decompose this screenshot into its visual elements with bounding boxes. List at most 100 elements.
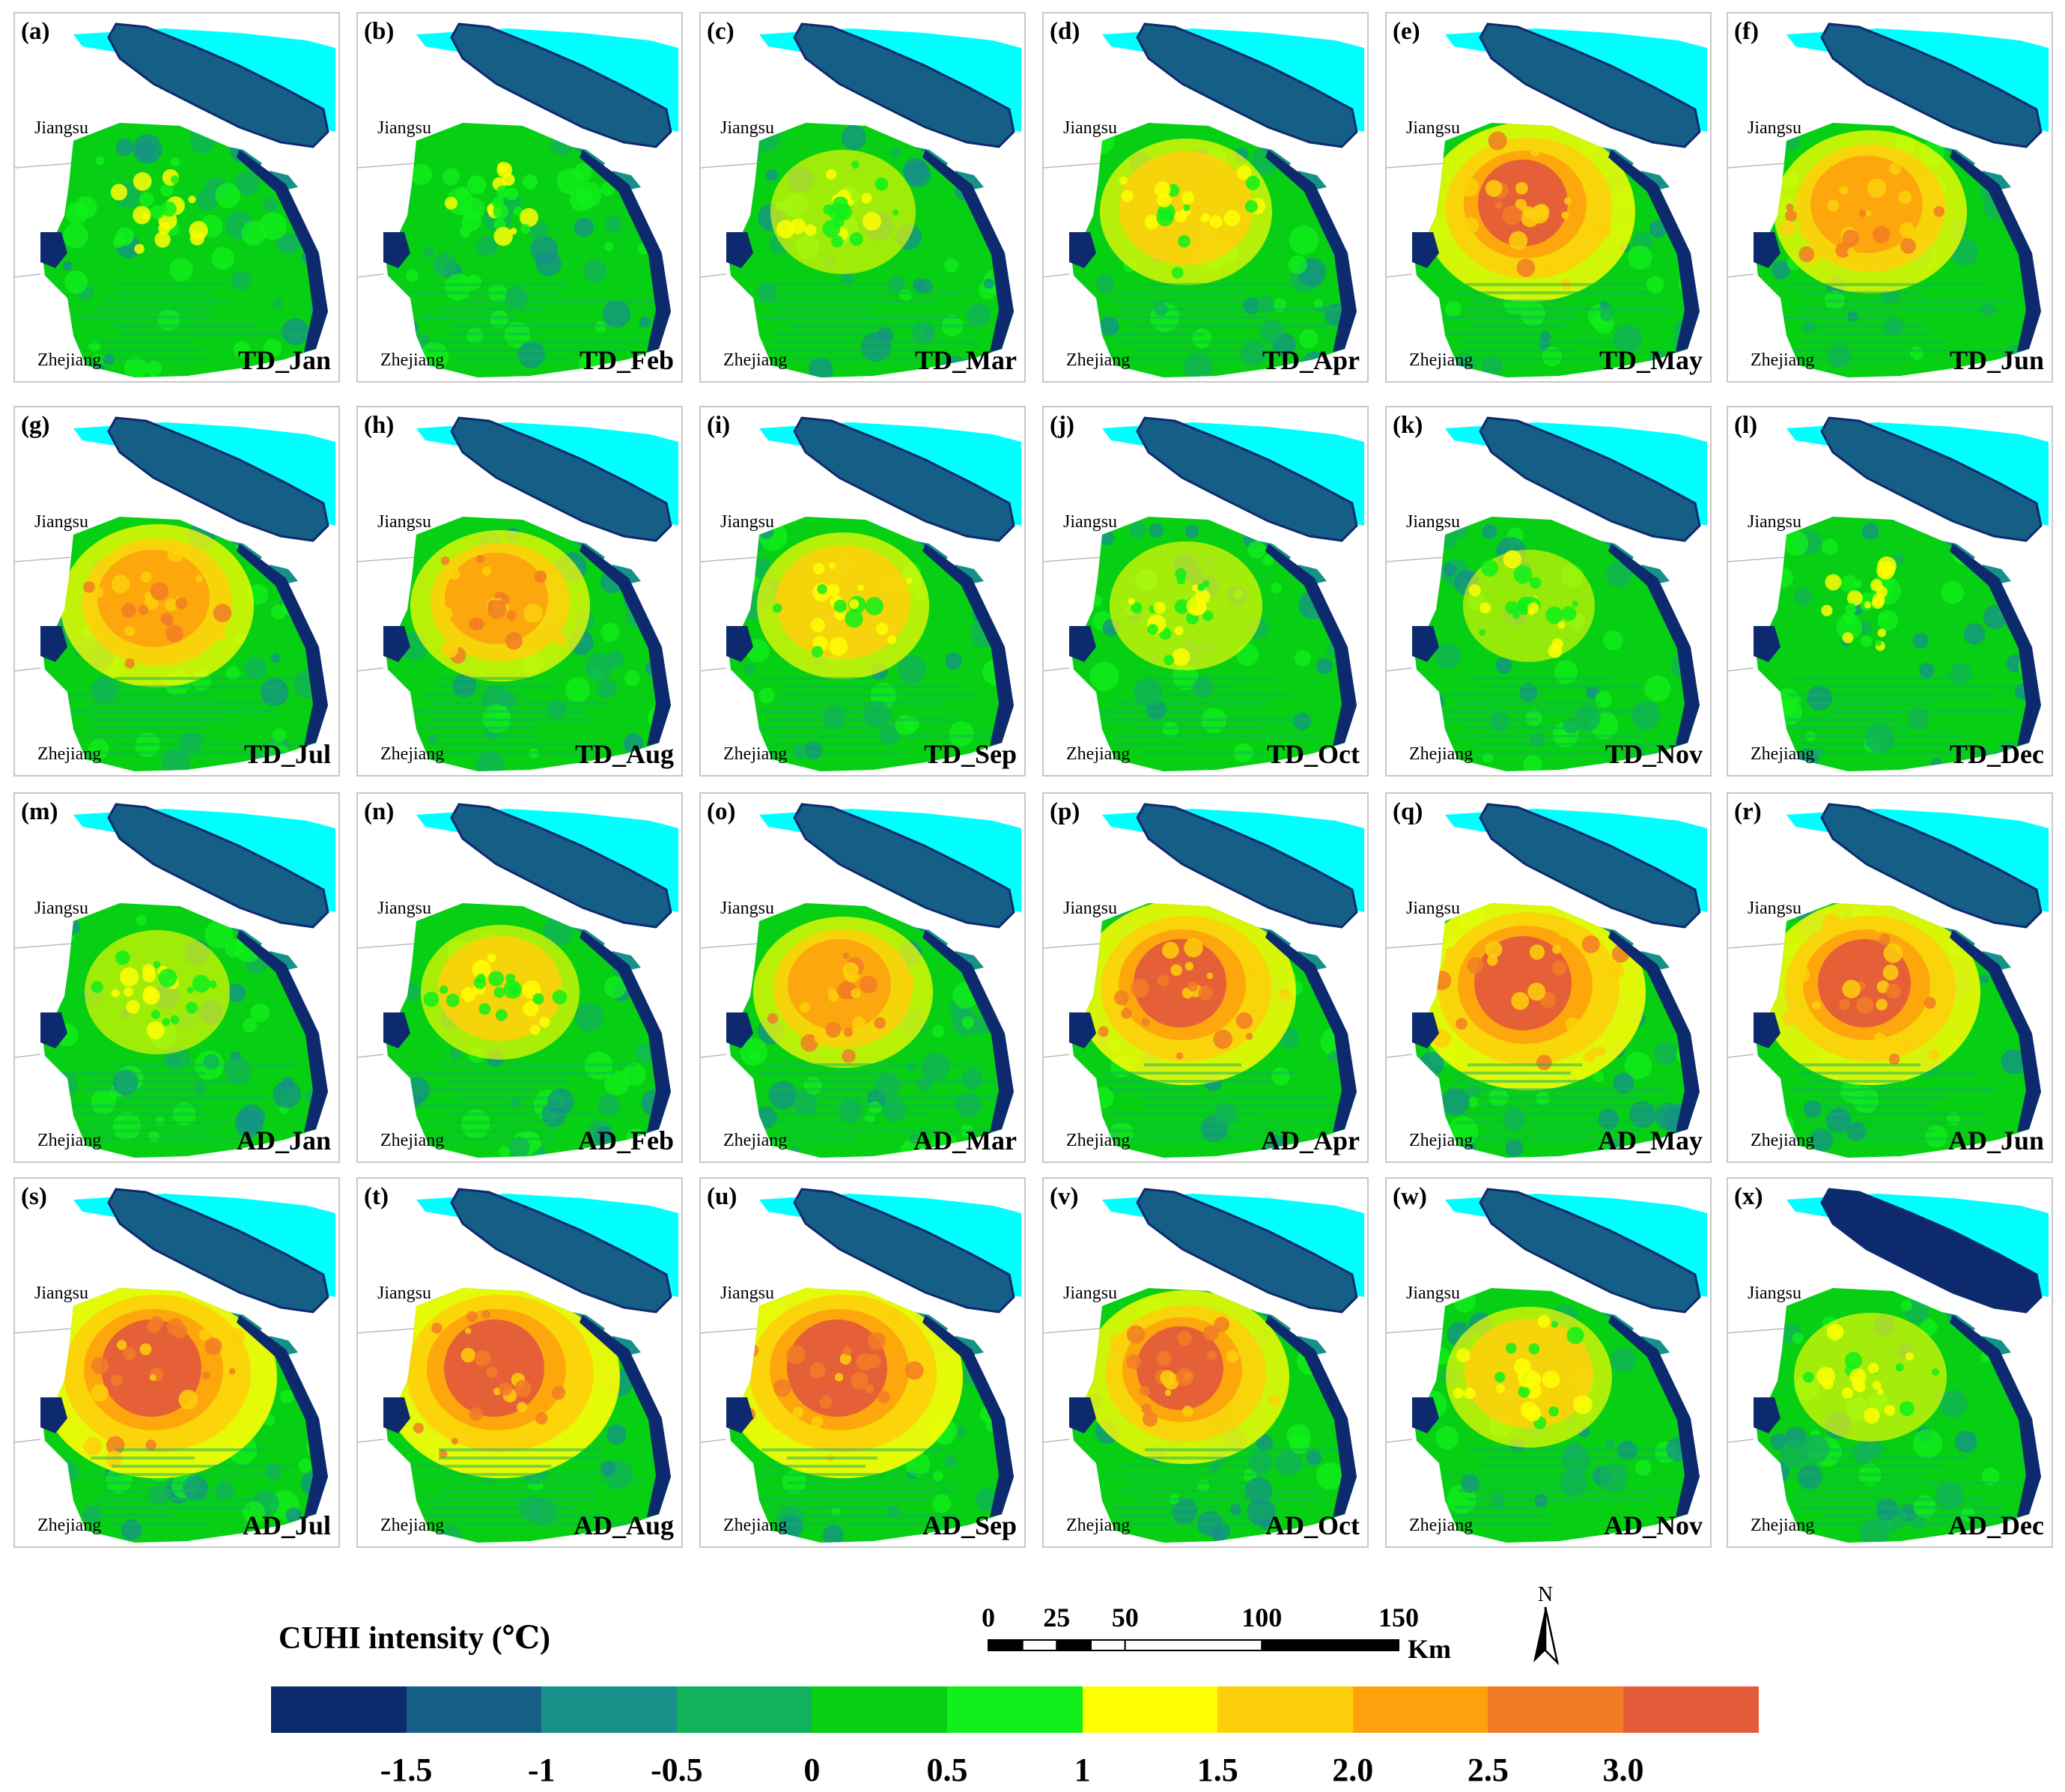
- region-label-jiangsu: Jiangsu: [34, 1284, 88, 1303]
- west-lake-area: [1412, 232, 1439, 268]
- region-label-zhejiang: Zhejiang: [37, 744, 102, 764]
- chongming-island: [450, 416, 672, 542]
- intensity-field: [406, 128, 671, 377]
- panel-map: [1044, 1188, 1364, 1543]
- scale-tick-label: 0: [982, 1603, 995, 1632]
- region-label-jiangsu: Jiangsu: [1748, 899, 1801, 918]
- intensity-field: [1423, 123, 1700, 377]
- coastline-strip: [580, 150, 671, 352]
- minor-island: [611, 1336, 641, 1355]
- panel-title: TD_Jul: [243, 739, 331, 769]
- panel-label: (g): [21, 412, 50, 439]
- chongming-island: [793, 416, 1015, 542]
- panel-title: TD_Nov: [1605, 739, 1703, 769]
- region-label-zhejiang: Zhejiang: [380, 744, 445, 764]
- legend-tick-label: 0.5: [926, 1752, 968, 1788]
- map-panel: (v) Jiangsu Zhejiang AD_Oct: [1042, 1177, 1369, 1548]
- west-lake-area: [1754, 232, 1780, 268]
- west-lake-area: [383, 1012, 410, 1048]
- coastline-strip: [1950, 930, 2041, 1132]
- panel-map: [1387, 1188, 1707, 1543]
- coastline-strip: [1608, 1315, 1700, 1517]
- intensity-field: [1083, 1290, 1348, 1543]
- chongming-island: [1479, 803, 1701, 929]
- west-lake-area: [1412, 1012, 1439, 1048]
- west-lake-area: [383, 232, 410, 268]
- panel-map: [15, 22, 335, 377]
- minor-island: [1981, 1336, 2011, 1355]
- intensity-field: [40, 1288, 328, 1540]
- panel-label: (o): [707, 798, 736, 825]
- legend-tick-label: -0.5: [650, 1752, 703, 1788]
- region-label-jiangsu: Jiangsu: [34, 512, 88, 532]
- region-label-zhejiang: Zhejiang: [380, 1131, 445, 1150]
- region-label-zhejiang: Zhejiang: [723, 350, 788, 370]
- region-label-jiangsu: Jiangsu: [377, 1284, 431, 1303]
- panel-map: [358, 803, 678, 1158]
- panel-title: TD_Sep: [923, 739, 1017, 769]
- chongming-island: [107, 416, 329, 542]
- region-label-jiangsu: Jiangsu: [377, 118, 431, 138]
- minor-island: [611, 565, 641, 584]
- map-panel: (o) Jiangsu Zhejiang AD_Mar: [699, 792, 1026, 1163]
- panel-title: AD_Aug: [573, 1510, 674, 1540]
- intensity-field: [1759, 1295, 2034, 1543]
- legend-swatch: [1217, 1686, 1353, 1733]
- region-label-jiangsu: Jiangsu: [1063, 899, 1117, 918]
- panel-map: [1044, 416, 1364, 771]
- legend-swatch: [1082, 1686, 1218, 1733]
- panel-label: (p): [1050, 798, 1080, 825]
- legend-title: CUHI intensity (℃): [279, 1621, 550, 1656]
- coastline-strip: [1265, 544, 1357, 746]
- panel-map: [1728, 1188, 2049, 1543]
- map-panel: (n) Jiangsu Zhejiang AD_Feb: [356, 792, 683, 1163]
- chongming-island: [1820, 1188, 2043, 1313]
- panel-title: TD_Mar: [915, 345, 1017, 375]
- minor-island: [611, 951, 641, 971]
- panel-title: AD_Feb: [578, 1126, 674, 1155]
- intensity-field: [1076, 903, 1357, 1158]
- intensity-field: [741, 124, 1012, 377]
- coastline-strip: [1265, 930, 1357, 1132]
- coastline-strip: [237, 544, 328, 746]
- intensity-field: [1412, 903, 1700, 1158]
- scale-segment: [988, 1639, 1024, 1651]
- region-label-zhejiang: Zhejiang: [380, 1516, 445, 1535]
- panel-title: AD_Jul: [242, 1510, 331, 1540]
- panel-map: [1387, 22, 1707, 377]
- intensity-field: [740, 909, 1014, 1158]
- minor-island: [1981, 171, 2011, 190]
- map-panel: (d) Jiangsu Zhejiang TD_Apr: [1042, 12, 1369, 383]
- scale-tick-label: 50: [1112, 1603, 1139, 1632]
- panel-label: (x): [1734, 1183, 1763, 1210]
- scale-tick-label: 100: [1241, 1603, 1282, 1632]
- panel-title: AD_May: [1598, 1126, 1703, 1155]
- region-label-jiangsu: Jiangsu: [1748, 1284, 1801, 1303]
- minor-island: [1981, 565, 2011, 584]
- panel-label: (i): [707, 412, 731, 439]
- legend-tick-label: 0: [803, 1752, 821, 1788]
- map-panel: (t) Jiangsu Zhejiang AD_Aug: [356, 1177, 683, 1548]
- coastline-strip: [1950, 544, 2041, 746]
- panel-title: TD_Aug: [574, 739, 674, 769]
- legend-tick-label: 2.0: [1332, 1752, 1374, 1788]
- coastline-strip: [580, 930, 671, 1132]
- north-arrow-icon: N: [1533, 1583, 1560, 1665]
- panel-title: TD_Jan: [237, 345, 331, 375]
- minor-island: [1981, 951, 2011, 971]
- legend-swatch: [1352, 1686, 1488, 1733]
- panel-map: [358, 1188, 678, 1543]
- legend-swatch: [541, 1686, 677, 1733]
- scale-tick-label: 150: [1378, 1603, 1419, 1632]
- map-panel-grid: (a) Jiangsu Zhejiang TD_Jan (b) Jiangsu Zhejia…: [13, 12, 2053, 1555]
- west-lake-area: [383, 626, 410, 662]
- panel-label: (w): [1393, 1183, 1427, 1210]
- chongming-island: [450, 22, 672, 148]
- scale-unit: Km: [1408, 1634, 1451, 1661]
- region-label-jiangsu: Jiangsu: [34, 118, 88, 138]
- region-label-zhejiang: Zhejiang: [1409, 1131, 1474, 1150]
- scale-segment: [1021, 1639, 1058, 1651]
- region-label-jiangsu: Jiangsu: [720, 899, 774, 918]
- west-lake-area: [1069, 1012, 1096, 1048]
